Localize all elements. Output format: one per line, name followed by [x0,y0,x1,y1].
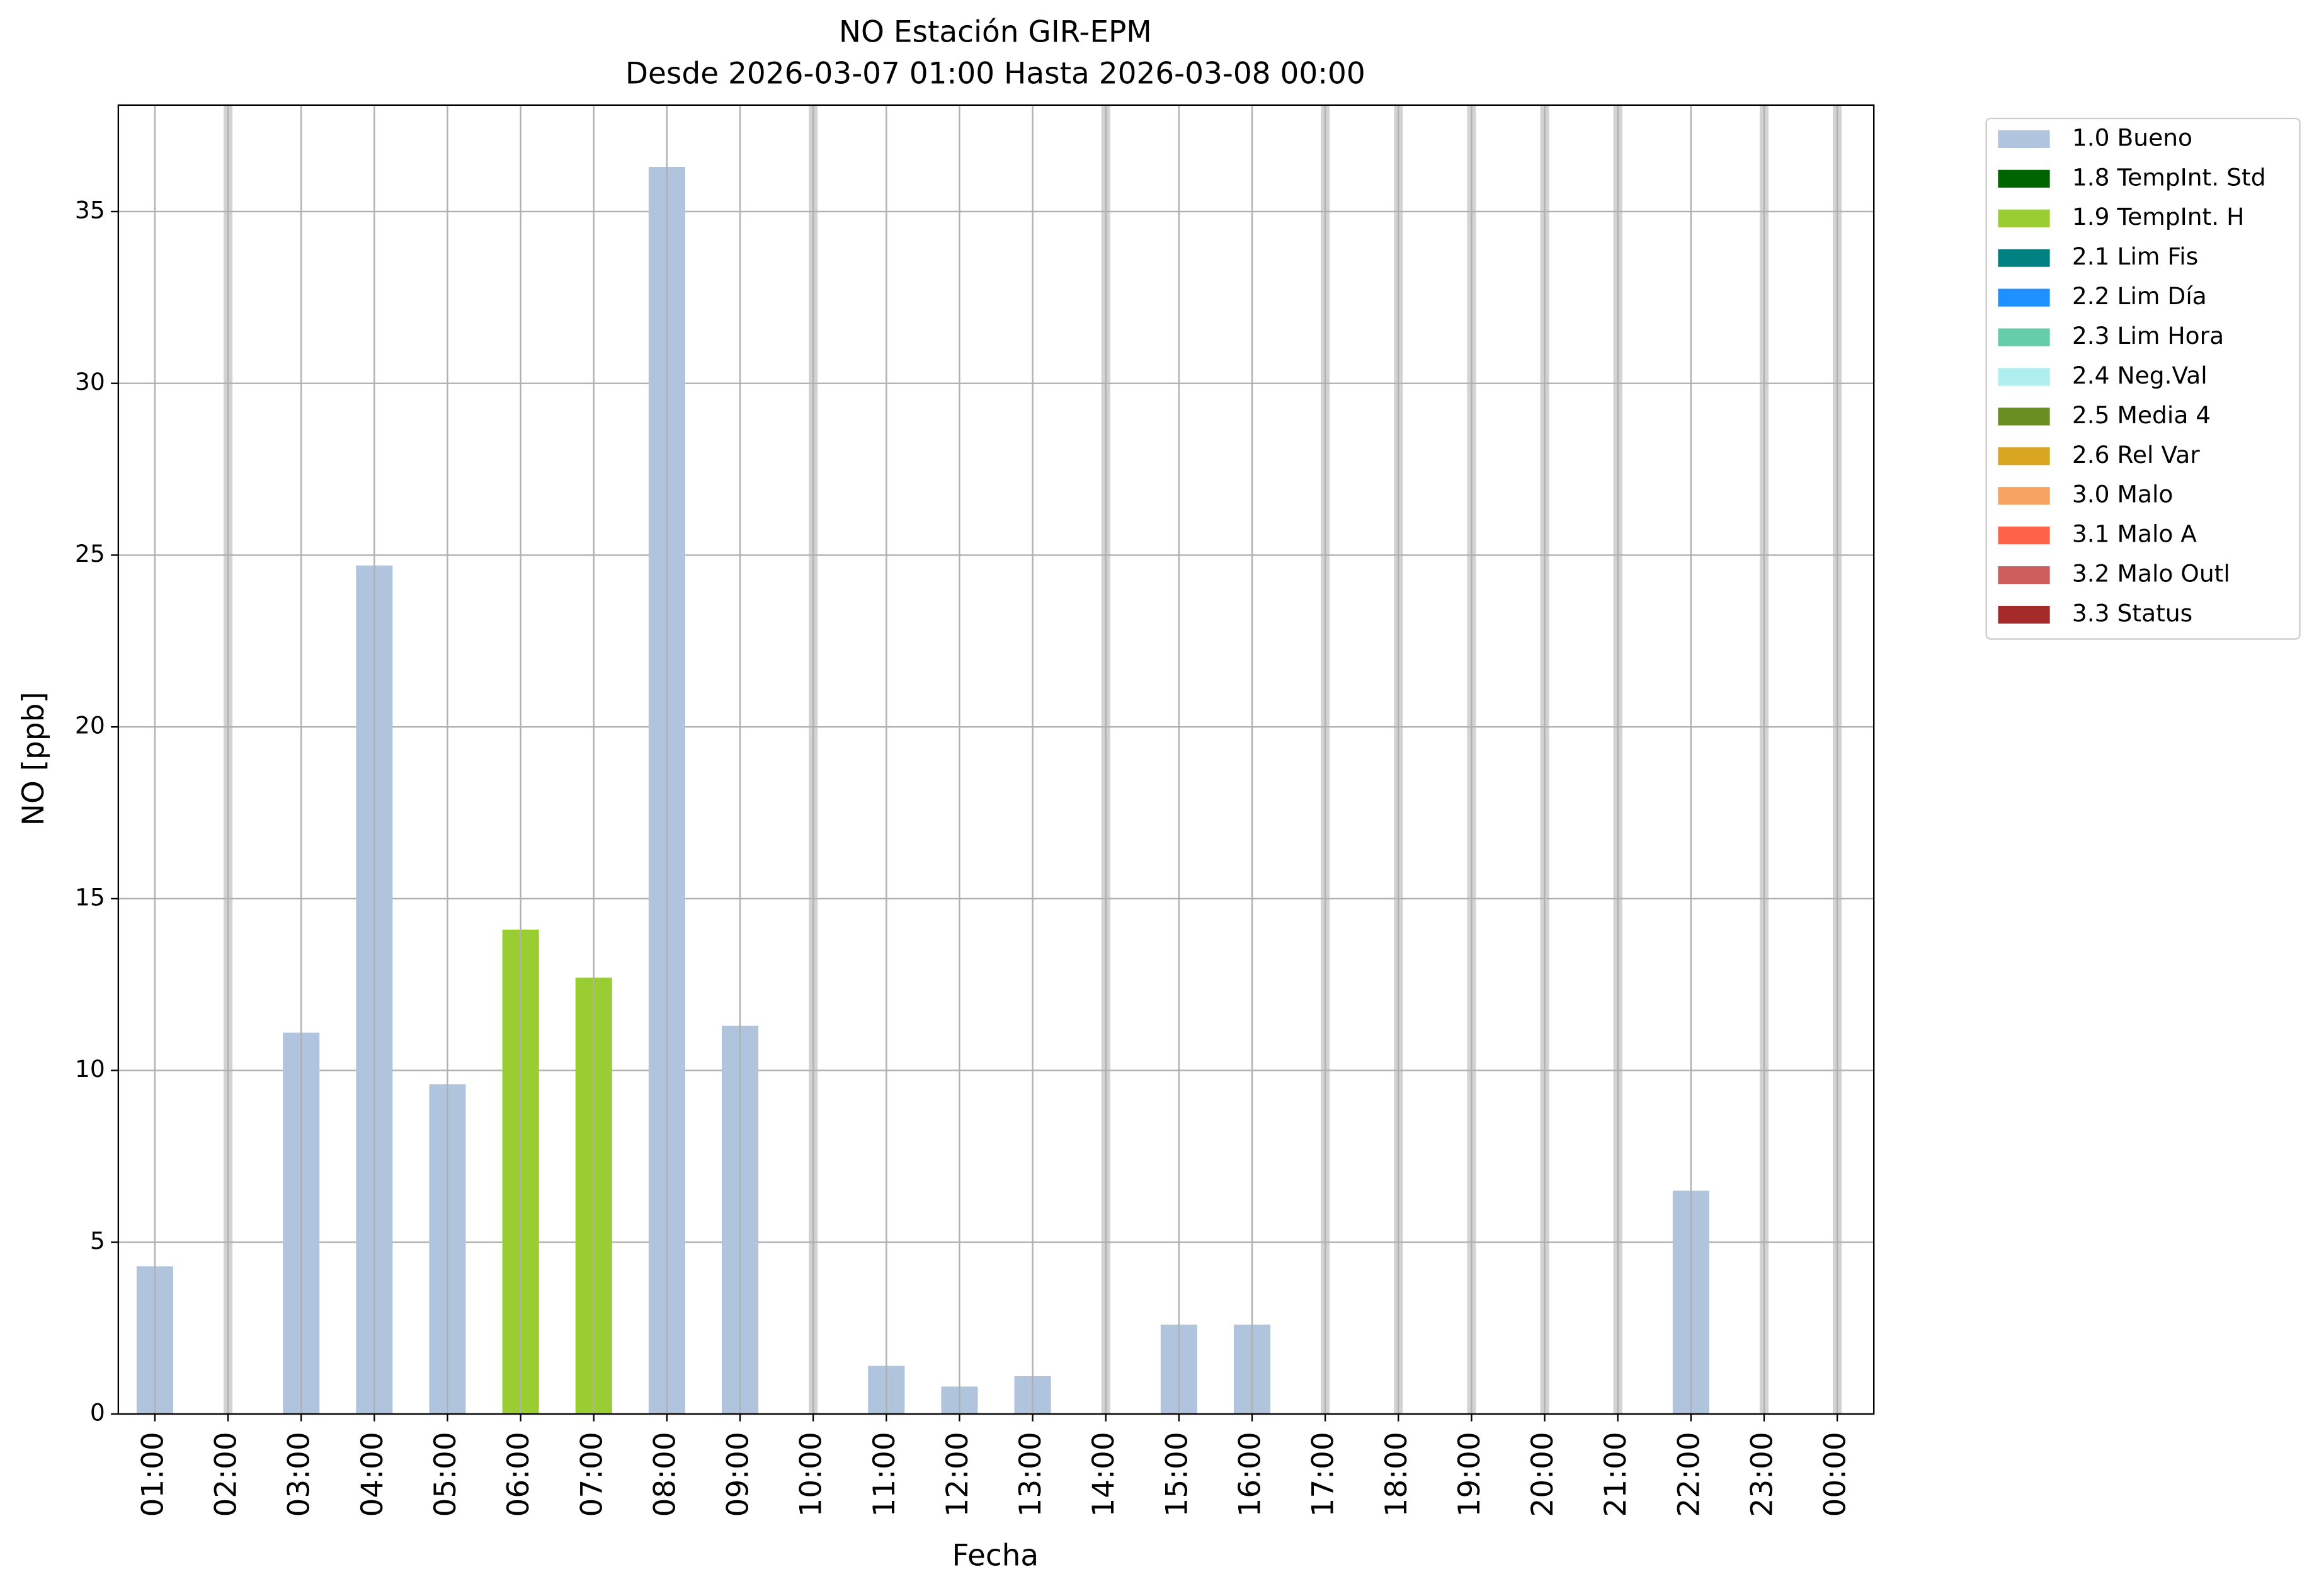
legend-label: 2.5 Media 4 [2072,401,2211,429]
legend-swatch [1998,605,2050,624]
x-tick-label: 08:00 [647,1432,682,1517]
x-tick-label: 05:00 [428,1432,463,1517]
chart-title: NO Estación GIR-EPM [839,15,1152,50]
legend-swatch [1998,209,2050,227]
legend-label: 2.4 Neg.Val [2072,362,2208,389]
legend-swatch [1998,288,2050,307]
x-tick-label: 20:00 [1525,1432,1560,1517]
x-tick-label: 12:00 [940,1432,975,1517]
legend-label: 3.0 Malo [2072,481,2174,508]
legend-label: 3.1 Malo A [2072,520,2197,548]
y-tick-label: 35 [75,196,105,224]
x-tick-label: 17:00 [1306,1432,1341,1517]
x-tick-label: 04:00 [355,1432,390,1517]
x-tick-label: 09:00 [721,1432,756,1517]
y-tick-label: 25 [75,540,105,567]
x-tick-label: 23:00 [1745,1432,1779,1517]
y-tick-label: 30 [75,368,105,396]
x-tick-label: 03:00 [282,1432,317,1517]
x-tick-label: 21:00 [1598,1432,1633,1517]
x-tick-label: 02:00 [209,1432,244,1517]
x-tick-label: 16:00 [1233,1432,1268,1517]
x-tick-label: 01:00 [135,1432,170,1517]
x-tick-label: 10:00 [794,1432,829,1517]
legend-label: 3.2 Malo Outl [2072,560,2230,588]
legend-swatch [1998,447,2050,465]
y-tick-label: 10 [75,1055,105,1083]
legend-swatch [1998,249,2050,267]
y-tick-label: 20 [75,712,105,739]
y-tick-label: 5 [90,1227,105,1255]
y-tick-label: 0 [90,1399,105,1427]
x-tick-label: 22:00 [1672,1432,1706,1517]
legend-swatch [1998,130,2050,148]
legend-label: 2.6 Rel Var [2072,441,2200,469]
legend-swatch [1998,328,2050,346]
legend-swatch [1998,527,2050,545]
legend-box [1985,117,2301,640]
x-axis-label: Fecha [952,1538,1039,1573]
legend-label: 1.8 TempInt. Std [2072,163,2266,191]
x-tick-label: 13:00 [1013,1432,1048,1517]
legend-swatch [1998,169,2050,188]
legend-swatch [1998,408,2050,426]
legend-label: 1.0 Bueno [2072,123,2192,151]
legend-label: 1.9 TempInt. H [2072,203,2245,231]
legend-swatch [1998,487,2050,505]
plot-frame [117,104,1875,1415]
x-tick-label: 15:00 [1160,1432,1194,1517]
x-tick-label: 18:00 [1379,1432,1414,1517]
x-tick-label: 11:00 [867,1432,902,1517]
legend-label: 3.3 Status [2072,600,2192,627]
legend-swatch [1998,368,2050,386]
legend-label: 2.3 Lim Hora [2072,322,2224,350]
chart-subtitle: Desde 2026-03-07 01:00 Hasta 2026-03-08 … [625,56,1365,91]
x-tick-label: 07:00 [574,1432,609,1517]
y-tick-label: 15 [75,883,105,911]
legend-swatch [1998,566,2050,584]
x-tick-label: 06:00 [501,1432,536,1517]
x-tick-label: 00:00 [1818,1432,1853,1517]
legend-label: 2.2 Lim Día [2072,282,2207,310]
x-tick-label: 14:00 [1086,1432,1121,1517]
y-axis-label: NO [ppb] [16,692,51,826]
legend-label: 2.1 Lim Fis [2072,242,2198,270]
x-tick-label: 19:00 [1452,1432,1487,1517]
